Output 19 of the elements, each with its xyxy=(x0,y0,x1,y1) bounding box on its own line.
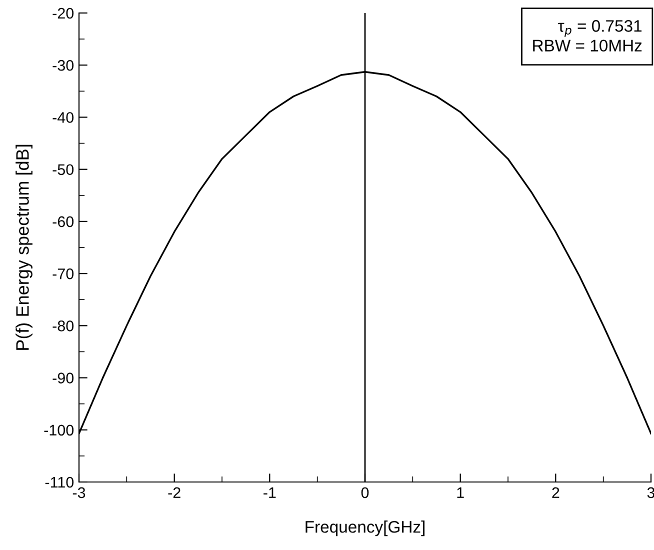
annotation: τ$_{p}$ = 0.7531 RBW = 10MHz xyxy=(533,20,642,52)
y-tick-label: -20 xyxy=(52,8,74,19)
y-tick-label: -90 xyxy=(52,372,74,384)
y-tick-label: -40 xyxy=(52,112,74,123)
y-tick-label: -110 xyxy=(45,476,74,488)
x-tick-label: 0 xyxy=(361,487,369,498)
y-tick-label: -70 xyxy=(52,268,74,280)
y-tick-label: -50 xyxy=(52,164,74,176)
x-tick-label: -3 xyxy=(72,487,86,498)
y-tick-label: -60 xyxy=(52,216,74,228)
y-tick-label: -30 xyxy=(52,60,74,71)
x-tick-label: -1 xyxy=(264,487,276,498)
x-axis-title: Frequency[GHz] xyxy=(306,520,424,536)
y-axis-title: P(f) Energy spectrum [dB] xyxy=(16,144,32,350)
y-tick-label: -100 xyxy=(44,424,74,436)
x-tick-label: 1 xyxy=(457,487,464,498)
x-tick-label: 2 xyxy=(552,487,560,498)
x-tick-label: -2 xyxy=(168,487,180,498)
y-tick-label: -80 xyxy=(52,320,74,332)
